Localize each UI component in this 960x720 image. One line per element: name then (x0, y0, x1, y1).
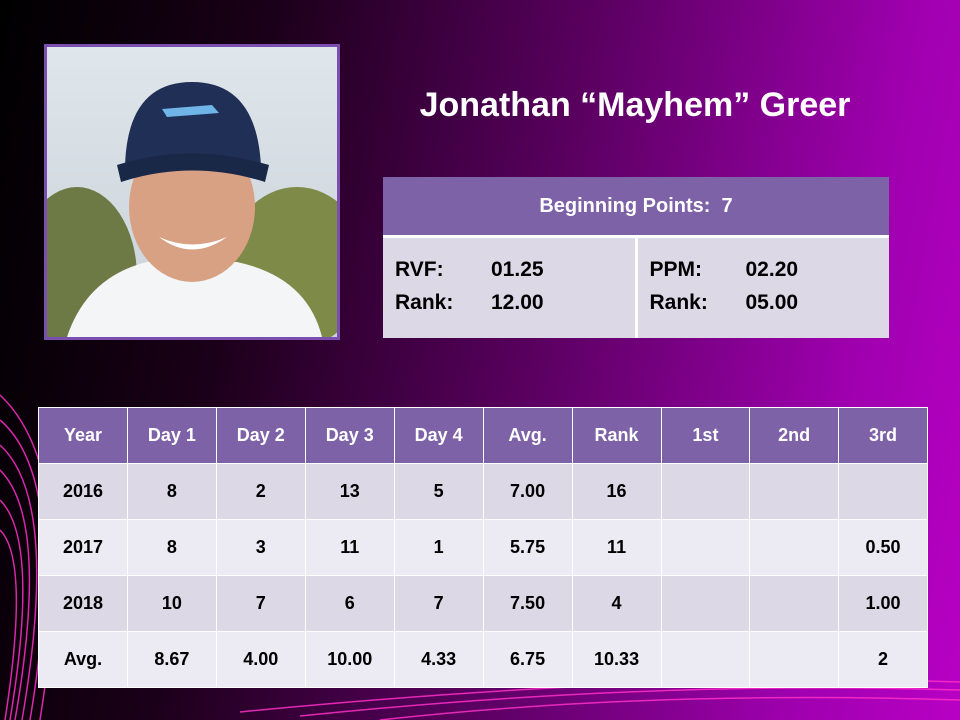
title: Jonathan “Mayhem” Greer (419, 86, 851, 124)
table-cell: 0.50 (838, 519, 928, 576)
table-cell: 11 (571, 519, 662, 576)
table-cell: 8 (126, 463, 217, 520)
table-cell: 8 (126, 519, 217, 576)
summary-header: Beginning Points: 7 (383, 177, 889, 238)
column-header: Day 2 (215, 407, 306, 464)
stat-line: RVF: 01.25 (395, 258, 635, 291)
stat-value: 01.25 (491, 258, 544, 281)
table-cell: 7 (393, 575, 484, 632)
table-cell: 6.75 (482, 631, 573, 688)
table-cell: 5.75 (482, 519, 573, 576)
table-cell: 2 (838, 631, 928, 688)
table-cell: 11 (304, 519, 395, 576)
stat-value: 02.20 (745, 258, 799, 281)
summary-body: RVF: 01.25 Rank: 12.00 PPM: 02.20 Rank: 05.00 (383, 238, 889, 338)
table-cell: 6 (304, 575, 395, 632)
table-cell: 7.50 (482, 575, 573, 632)
table-row: Avg. 8.67 4.00 10.00 4.33 6.75 10.33 2 (38, 631, 928, 688)
table-row: 2016 8 2 13 5 7.00 16 (38, 463, 928, 520)
table-cell: 10.33 (571, 631, 662, 688)
table-cell (660, 575, 751, 632)
column-header: 2nd (749, 407, 840, 464)
column-header: Avg. (482, 407, 573, 464)
stat-line: PPM: 02.20 (650, 258, 890, 291)
profile-photo (44, 44, 340, 340)
stat-label: RVF: (395, 258, 444, 281)
table-cell: 1 (393, 519, 484, 576)
table-cell: 2017 (38, 519, 128, 576)
column-header: Day 4 (393, 407, 484, 464)
stat-label: Rank: (649, 291, 708, 314)
stat-line: Rank: 05.00 (650, 291, 890, 324)
stats-left: RVF: 01.25 Rank: 12.00 (383, 238, 635, 338)
column-header: Year (38, 407, 128, 464)
label: Beginning Points: (539, 194, 711, 217)
table-cell: 7.00 (482, 463, 573, 520)
table-cell (660, 631, 751, 688)
table-cell: 10 (126, 575, 217, 632)
table-cell: 13 (304, 463, 395, 520)
table-cell: 5 (393, 463, 484, 520)
table-cell (838, 463, 928, 520)
column-header: Day 1 (126, 407, 217, 464)
table-cell: 4.00 (215, 631, 306, 688)
table-cell: 2 (215, 463, 306, 520)
table-cell: 7 (215, 575, 306, 632)
table-cell: 10.00 (304, 631, 395, 688)
table-cell: 2018 (38, 575, 128, 632)
table-cell: 3 (215, 519, 306, 576)
table-cell (749, 631, 840, 688)
table-cell (660, 463, 751, 520)
column-header: Day 3 (304, 407, 395, 464)
table-cell: Avg. (38, 631, 128, 688)
table-cell (749, 519, 840, 576)
table-cell: 2016 (38, 463, 128, 520)
header-row: Year Day 1 Day 2 Day 3 Day 4 Avg. Rank 1st 2nd 3r… (38, 407, 928, 464)
stats-right: PPM: 02.20 Rank: 05.00 (634, 238, 890, 338)
column-header: 1st (660, 407, 751, 464)
table-row: 2018 10 7 6 7 7.50 4 1.00 (38, 575, 928, 632)
table-row: 2017 8 3 11 1 5.75 11 0.50 (38, 519, 928, 576)
table-cell: 8.67 (126, 631, 217, 688)
table-cell (660, 519, 751, 576)
table-cell: 4.33 (393, 631, 484, 688)
table-cell (749, 575, 840, 632)
table-cell: 1.00 (838, 575, 928, 632)
value: 7 (721, 194, 733, 217)
stat-value: 05.00 (745, 291, 799, 314)
stat-value: 12.00 (491, 291, 544, 314)
column-header: 3rd (838, 407, 928, 464)
results-table: Year Day 1 Day 2 Day 3 Day 4 Avg. Rank 1st 2nd 3r… (38, 407, 928, 688)
table-cell (749, 463, 840, 520)
table-cell: 16 (571, 463, 662, 520)
column-header: Rank (571, 407, 662, 464)
table-cell: 4 (571, 575, 662, 632)
stat-label: Rank: (395, 291, 454, 314)
stat-label: PPM: (649, 258, 703, 281)
stat-line: Rank: 12.00 (395, 291, 635, 324)
summary-box: Beginning Points: 7 RVF: 01.25 Rank: 12.00 … (383, 177, 889, 338)
